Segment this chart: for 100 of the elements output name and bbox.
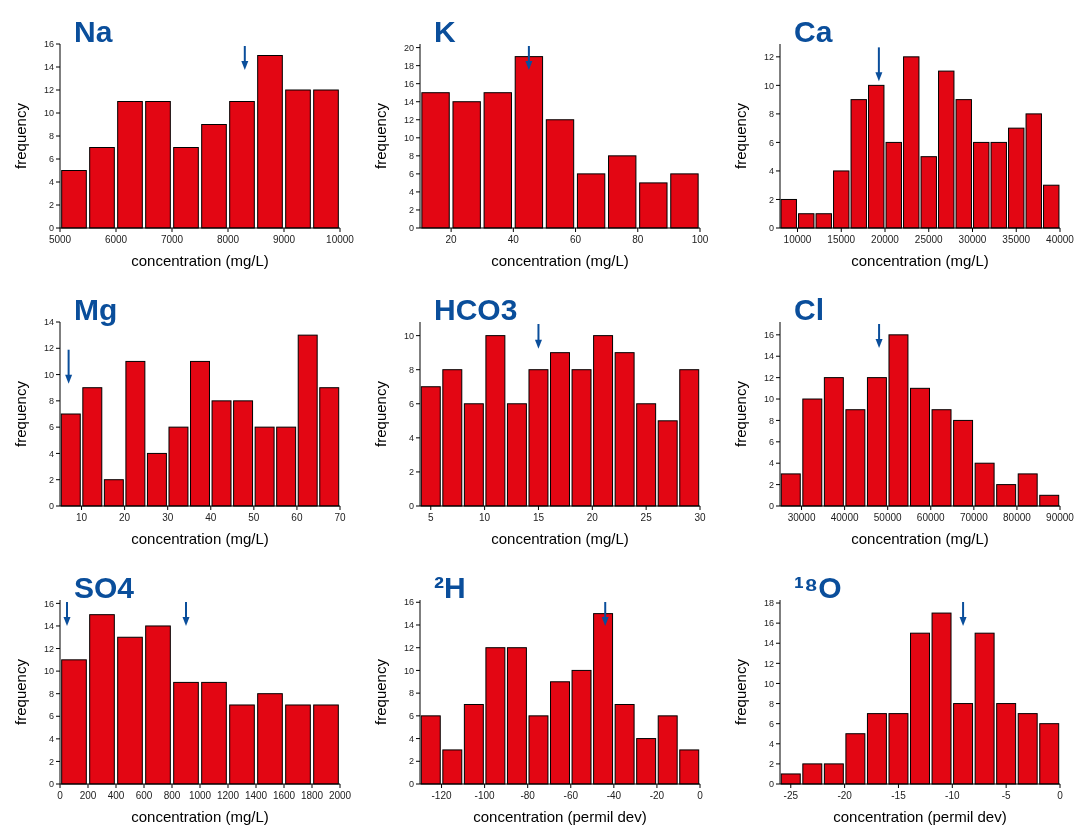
x-tick-label: 30 bbox=[162, 512, 174, 523]
x-tick-label: 30 bbox=[694, 512, 706, 523]
x-tick-label: 800 bbox=[163, 790, 181, 801]
x-tick-label: 35000 bbox=[1002, 234, 1031, 245]
x-tick-label: 5 bbox=[427, 512, 434, 523]
chart-title: Na bbox=[74, 15, 113, 48]
chart-title: SO4 bbox=[74, 571, 135, 604]
x-tick-label: -40 bbox=[606, 790, 622, 801]
y-tick-label: 10 bbox=[763, 394, 774, 405]
y-tick-label: 4 bbox=[48, 734, 54, 744]
x-tick-label: 20 bbox=[586, 512, 599, 523]
y-tick-label: 14 bbox=[43, 317, 54, 328]
x-tick-label: 60 bbox=[291, 512, 303, 523]
x-tick-label: 70 bbox=[334, 512, 346, 523]
x-tick-label: 0 bbox=[57, 790, 64, 801]
x-tick-label: 40000 bbox=[1046, 234, 1075, 245]
y-tick-label: 6 bbox=[768, 436, 774, 447]
y-tick-label: 4 bbox=[408, 187, 414, 198]
x-axis-title: concentration (mg/L) bbox=[491, 530, 629, 547]
y-tick-label: 2 bbox=[768, 194, 774, 205]
chart-title: ²H bbox=[434, 571, 466, 604]
x-tick-label: 20000 bbox=[871, 234, 900, 245]
y-tick-label: 18 bbox=[763, 598, 774, 609]
x-tick-label: 5000 bbox=[48, 234, 72, 245]
y-tick-label: 8 bbox=[408, 364, 414, 375]
y-tick-label: 4 bbox=[768, 458, 774, 469]
y-tick-label: 8 bbox=[48, 396, 54, 407]
y-tick-label: 14 bbox=[763, 638, 774, 649]
x-tick-label: 9000 bbox=[272, 234, 296, 245]
y-tick-label: 14 bbox=[43, 62, 54, 73]
y-tick-label: 8 bbox=[48, 131, 54, 142]
x-tick-label: 50000 bbox=[873, 512, 903, 523]
y-tick-label: 10 bbox=[403, 132, 414, 143]
x-tick-label: -25 bbox=[783, 790, 799, 801]
y-tick-label: 16 bbox=[763, 329, 774, 340]
y-tick-label: 14 bbox=[403, 96, 414, 107]
y-tick-label: 0 bbox=[768, 223, 774, 234]
y-tick-label: 2 bbox=[408, 467, 414, 478]
y-tick-label: 10 bbox=[763, 678, 774, 689]
y-axis-title: frequency bbox=[372, 380, 389, 447]
x-axis-title: concentration (mg/L) bbox=[491, 252, 629, 269]
y-tick-label: 12 bbox=[763, 51, 774, 62]
x-tick-label: -80 bbox=[520, 790, 536, 801]
y-tick-label: 0 bbox=[48, 779, 54, 790]
y-tick-label: 12 bbox=[43, 85, 54, 96]
x-tick-label: 1200 bbox=[216, 790, 240, 801]
x-tick-label: 40 bbox=[507, 234, 520, 245]
y-tick-label: 8 bbox=[768, 109, 774, 120]
x-tick-label: 10000 bbox=[326, 234, 355, 245]
y-tick-label: 0 bbox=[408, 501, 414, 512]
y-axis-title: frequency bbox=[12, 658, 29, 725]
x-tick-label: -100 bbox=[474, 790, 496, 801]
x-tick-label: 80 bbox=[632, 234, 644, 245]
y-tick-label: 8 bbox=[408, 688, 414, 699]
x-tick-label: 40000 bbox=[830, 512, 859, 523]
y-tick-label: 2 bbox=[48, 756, 54, 767]
y-tick-label: 14 bbox=[43, 621, 54, 632]
y-tick-label: 12 bbox=[403, 642, 414, 653]
y-axis-title: frequency bbox=[12, 102, 29, 169]
x-tick-label: 25 bbox=[640, 512, 653, 523]
x-tick-label: -5 bbox=[1001, 790, 1012, 801]
y-tick-label: 8 bbox=[768, 698, 774, 709]
x-tick-label: 30000 bbox=[787, 512, 816, 523]
y-tick-label: 4 bbox=[48, 177, 54, 188]
x-tick-label: 25000 bbox=[914, 234, 944, 245]
y-tick-label: 12 bbox=[43, 343, 54, 354]
y-tick-label: 6 bbox=[408, 169, 414, 180]
y-tick-label: 10 bbox=[43, 108, 54, 119]
x-tick-label: -15 bbox=[891, 790, 907, 801]
y-tick-label: 8 bbox=[48, 688, 54, 699]
chart-title: ¹⁸O bbox=[794, 571, 842, 604]
x-tick-label: 50 bbox=[248, 512, 260, 523]
y-tick-label: 0 bbox=[768, 501, 774, 512]
y-tick-label: 12 bbox=[43, 643, 54, 654]
y-tick-label: 10 bbox=[403, 330, 414, 341]
y-tick-label: 4 bbox=[408, 733, 414, 744]
x-tick-label: -20 bbox=[837, 790, 853, 801]
x-tick-label: 10 bbox=[75, 512, 88, 523]
x-tick-label: 10000 bbox=[783, 234, 812, 245]
x-tick-label: 80000 bbox=[1003, 512, 1032, 523]
chart-title: Ca bbox=[794, 15, 833, 48]
y-tick-label: 12 bbox=[763, 658, 774, 669]
y-tick-label: 4 bbox=[408, 433, 414, 443]
x-tick-label: 7000 bbox=[160, 234, 184, 245]
x-tick-label: -10 bbox=[945, 790, 960, 801]
x-axis-title: concentration (mg/L) bbox=[131, 530, 269, 547]
x-axis-title: concentration (mg/L) bbox=[131, 808, 269, 825]
y-tick-label: 16 bbox=[43, 39, 54, 50]
y-tick-label: 4 bbox=[48, 448, 54, 459]
x-axis-title: concentration (mg/L) bbox=[851, 252, 989, 269]
x-tick-label: -120 bbox=[431, 790, 452, 801]
x-tick-label: 30000 bbox=[958, 234, 987, 245]
x-tick-label: -60 bbox=[563, 790, 579, 801]
x-axis-title: concentration (mg/L) bbox=[131, 252, 269, 269]
x-tick-label: 90000 bbox=[1046, 512, 1075, 523]
chart-title: K bbox=[434, 15, 456, 48]
y-tick-label: 4 bbox=[768, 166, 774, 177]
x-tick-label: 15000 bbox=[827, 234, 856, 245]
y-tick-label: 0 bbox=[408, 779, 414, 790]
y-tick-label: 14 bbox=[763, 351, 774, 362]
